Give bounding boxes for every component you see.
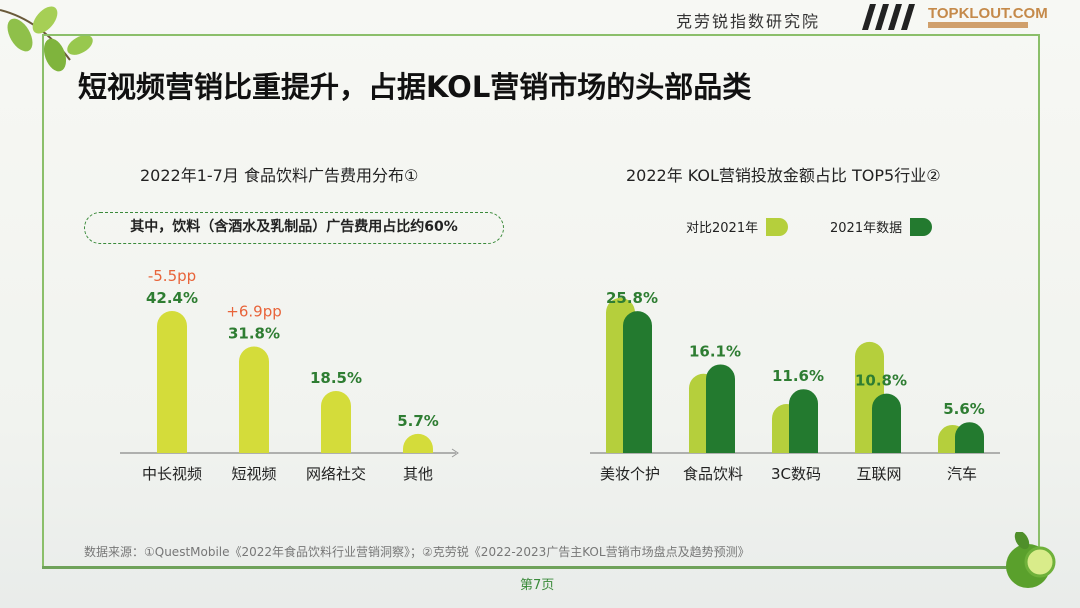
x-tick-label: 短视频 xyxy=(231,465,276,483)
stripes-logo-icon xyxy=(862,4,915,30)
chart1-title: 2022年1-7月 食品饮料广告费用分布① xyxy=(140,166,419,185)
data-label: 42.4% xyxy=(146,289,198,307)
x-tick-label: 汽车 xyxy=(947,465,977,483)
topklout-logo: TOPKLOUT.COM xyxy=(928,5,1048,22)
bar xyxy=(403,433,433,453)
bar xyxy=(321,391,351,453)
x-tick-label: 3C数码 xyxy=(771,465,821,483)
data-label: 5.7% xyxy=(397,412,439,430)
lime-decoration-icon xyxy=(1006,532,1056,588)
chart2: 25.8% 美妆个护 16.1% 食品饮料 11.6% 3C数码 10.8% 互联网 5.6% 汽… xyxy=(590,289,1000,483)
x-tick-label: 中长视频 xyxy=(142,465,202,483)
page-number: 第7页 xyxy=(520,578,555,593)
delta-annotation: +6.9pp xyxy=(226,302,281,320)
x-tick-label: 其他 xyxy=(403,465,433,483)
logo-tagline-bar xyxy=(928,22,1028,28)
legend-item-2021-data: 2021年数据 xyxy=(830,217,933,236)
data-label: 16.1% xyxy=(689,342,741,360)
bar xyxy=(239,346,269,453)
note-badge: 其中，饮料（含酒水及乳制品）广告费用占比约60% xyxy=(84,212,504,244)
data-label: 18.5% xyxy=(310,369,362,387)
org-name: 克劳锐指数研究院 xyxy=(676,12,821,31)
x-tick-label: 美妆个护 xyxy=(600,465,660,483)
frame-border xyxy=(42,566,1040,569)
axis-arrow-icon xyxy=(451,448,459,458)
legend-swatch xyxy=(766,217,789,236)
bar-2021-data xyxy=(789,389,818,453)
bar-2021-data xyxy=(872,393,901,453)
frame-border xyxy=(42,34,44,568)
frame-border xyxy=(42,34,1040,36)
page-title: 短视频营销比重提升，占据KOL营销市场的头部品类 xyxy=(78,70,752,104)
data-label: 31.8% xyxy=(228,324,280,342)
legend-item-2021-compare: 对比2021年 xyxy=(686,217,789,236)
delta-annotation: -5.5pp xyxy=(148,267,196,285)
data-label: 25.8% xyxy=(606,289,658,307)
legend-label: 对比2021年 xyxy=(686,221,759,236)
x-tick-label: 食品饮料 xyxy=(683,465,743,483)
x-tick-label: 网络社交 xyxy=(306,465,366,483)
bar-2021-data xyxy=(955,422,984,453)
leaf-decoration-icon xyxy=(0,6,93,72)
x-tick-label: 互联网 xyxy=(856,465,901,483)
bar-2021-data xyxy=(706,364,735,453)
frame-border xyxy=(1038,34,1040,568)
data-label: 5.6% xyxy=(943,400,985,418)
chart2-title: 2022年 KOL营销投放金额占比 TOP5行业② xyxy=(626,166,941,185)
bar-2021-data xyxy=(623,311,652,453)
data-source: 数据来源：①QuestMobile《2022年食品饮料行业营销洞察》；②克劳锐《… xyxy=(84,545,750,559)
data-label: 11.6% xyxy=(772,367,824,385)
data-label: 10.8% xyxy=(855,372,907,390)
chart1: 42.4% -5.5pp 中长视频 31.8% +6.9pp 短视频 18.5% 网络社交 5.… xyxy=(120,267,459,483)
legend-swatch xyxy=(910,217,933,236)
bar xyxy=(157,310,187,453)
legend-label: 2021年数据 xyxy=(830,221,903,236)
